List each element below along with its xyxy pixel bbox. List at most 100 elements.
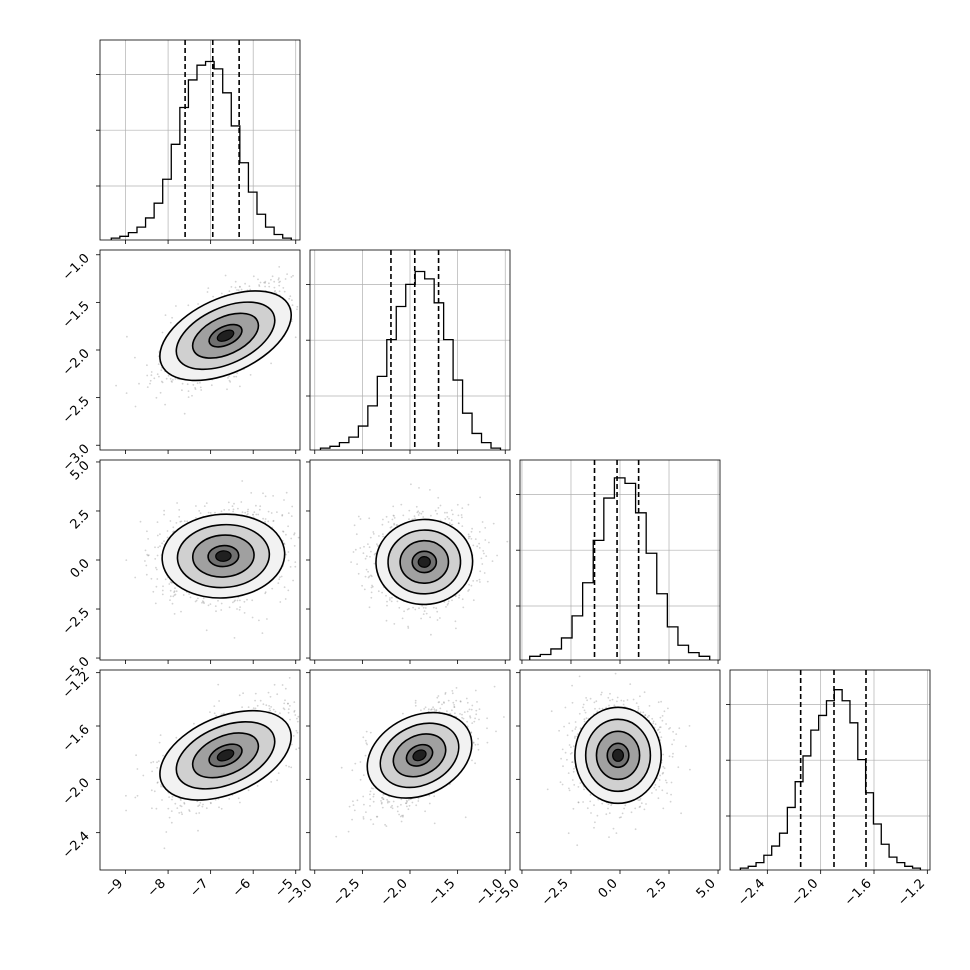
scatter-point [418,487,420,489]
contour-peak [216,329,235,342]
scatter-point [478,578,481,581]
scatter-point [258,285,261,287]
scatter-point [256,704,259,707]
scatter-point [467,503,470,506]
scatter-point [407,625,409,628]
scatter-point [280,575,283,578]
scatter-point [270,781,273,783]
scatter-point [301,289,303,291]
scatter-point [400,503,403,506]
scatter-point [199,512,202,514]
scatter-point [174,378,177,380]
scatter-point [207,511,210,514]
scatter-point [476,545,479,548]
scatter-point [389,597,391,599]
scatter-point [276,511,278,513]
scatter-point [444,511,446,514]
scatter-point [462,606,465,609]
scatter-point [416,511,419,514]
scatter-point [317,511,319,513]
scatter-point [145,564,148,567]
scatter-point [242,692,245,695]
scatter-point [304,689,306,691]
scatter-point [491,560,494,562]
scatter-point [252,707,255,709]
scatter-point [180,811,183,814]
scatter-point [175,305,177,307]
scatter-point [252,275,255,278]
scatter-point [370,586,373,589]
scatter-point [290,537,293,540]
scatter-point [268,285,271,288]
scatter-point [173,591,176,594]
scatter-point [239,385,241,388]
scatter-point [368,575,371,578]
scatter-point [374,552,377,555]
scatter-point [151,770,154,773]
scatter-point [311,291,313,293]
scatter-point [284,699,286,702]
scatter-point [146,553,149,556]
scatter-point [367,543,369,545]
scatter-point [203,505,206,507]
scatter-point [398,606,401,609]
scatter-point [407,627,410,629]
scatter-point [356,563,358,565]
scatter-point [451,513,454,516]
scatter-point [227,501,230,504]
scatter-point [238,608,241,611]
scatter-point [357,515,360,518]
scatter-point [434,509,437,512]
scatter-point [471,527,473,530]
scatter-point [167,374,170,377]
scatter-point [468,588,470,591]
scatter-point [393,517,396,519]
scatter-point [187,304,190,307]
scatter-point [213,712,216,715]
scatter-point [402,514,405,517]
scatter-point [220,292,223,295]
scatter-point [418,607,420,610]
scatter-point [212,295,215,298]
scatter-point [146,364,148,367]
scatter-point [432,606,435,609]
scatter-point [288,765,290,768]
scatter-point [189,596,192,599]
scatter-point [268,707,271,710]
scatter-point [172,531,174,533]
scatter-point [422,516,425,518]
scatter-point [406,608,409,611]
scatter-point [391,596,393,599]
scatter-point [284,598,287,600]
scatter-point [236,289,238,291]
scatter-point [287,525,289,528]
scatter-point [388,599,391,601]
scatter-point [229,381,232,383]
scatter-point [361,584,363,587]
scatter-point [418,512,421,514]
scatter-point [258,284,260,286]
scatter-point [201,600,204,603]
scatter-point [284,278,287,280]
scatter-point [239,599,241,602]
scatter-point [171,316,174,319]
histogram-steps [319,270,502,450]
scatter-point [306,531,308,533]
scatter-point [158,375,160,378]
scatter-point [134,796,137,799]
scatter-point [461,516,463,519]
scatter-point [372,533,375,535]
scatter-point [421,510,424,513]
scatter-point [159,391,162,394]
scatter-point [146,374,149,377]
scatter-point [228,606,231,609]
scatter-point [287,512,290,514]
scatter-point [162,754,165,757]
scatter-point [264,280,267,283]
scatter-point [164,403,167,406]
histogram-panel-1 [96,39,301,244]
scatter-point [220,510,223,513]
scatter-point [316,327,318,329]
scatter-point [279,576,281,578]
